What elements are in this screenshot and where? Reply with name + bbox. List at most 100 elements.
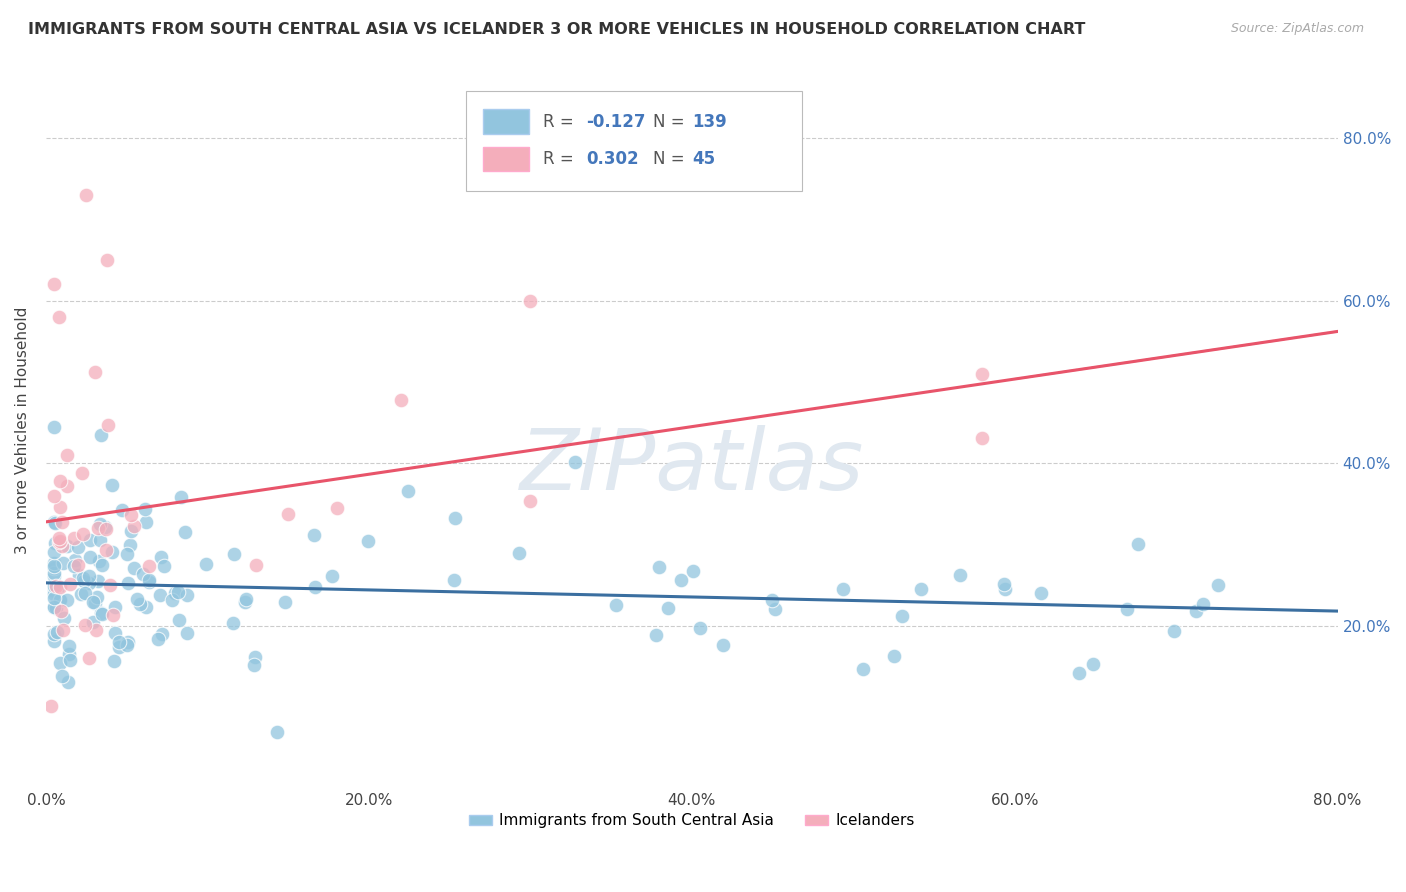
Point [72, 571, 94, 585]
Point [138, 575, 160, 590]
Point [52, 556, 75, 570]
Point [49, 593, 72, 607]
Point [1206, 578, 1229, 592]
Text: IMMIGRANTS FROM SOUTH CENTRAL ASIA VS ICELANDER 3 OR MORE VEHICLES IN HOUSEHOLD : IMMIGRANTS FROM SOUTH CENTRAL ASIA VS IC… [28, 22, 1085, 37]
Point [42, 599, 65, 614]
Point [79, 550, 101, 565]
Point [98, 577, 121, 591]
Point [167, 585, 190, 599]
Point [42, 277, 65, 292]
Point [58, 576, 80, 591]
Point [118, 538, 141, 552]
Point [149, 588, 172, 602]
Point [42, 566, 65, 581]
Point [84, 623, 107, 637]
Point [994, 582, 1017, 596]
Point [444, 511, 467, 525]
Point [134, 502, 156, 516]
Point [443, 574, 465, 588]
Point [86, 590, 108, 604]
Point [644, 628, 666, 642]
Point [222, 547, 245, 561]
Point [170, 491, 193, 505]
Point [90, 606, 112, 620]
Point [55, 592, 77, 607]
Point [162, 593, 184, 607]
Text: R =: R = [543, 150, 579, 168]
Point [46, 624, 69, 639]
Point [89, 516, 111, 531]
Point [52, 623, 75, 637]
Point [55, 479, 77, 493]
Point [761, 592, 783, 607]
Point [100, 545, 122, 559]
Point [42, 599, 65, 614]
Text: N =: N = [652, 112, 690, 130]
Point [167, 613, 190, 627]
Point [82, 615, 104, 629]
Point [45, 582, 67, 596]
Point [101, 477, 124, 491]
Point [53, 611, 76, 625]
Point [1126, 537, 1149, 551]
Point [657, 601, 679, 615]
Point [1029, 586, 1052, 600]
Point [245, 558, 267, 572]
Point [77, 576, 100, 591]
Point [56, 539, 79, 553]
Point [266, 724, 288, 739]
Point [357, 534, 380, 549]
Point [73, 574, 96, 588]
Point [176, 588, 198, 602]
Point [44, 489, 66, 503]
Point [647, 560, 669, 574]
Point [222, 615, 245, 630]
Point [852, 662, 875, 676]
Point [94, 543, 117, 558]
Point [150, 626, 173, 640]
Point [97, 418, 120, 433]
FancyBboxPatch shape [482, 110, 529, 134]
Point [44, 579, 66, 593]
Point [86, 521, 108, 535]
Point [82, 595, 104, 609]
Point [1185, 604, 1208, 618]
Point [176, 626, 198, 640]
Point [993, 576, 1015, 591]
Point [77, 569, 100, 583]
Point [63, 553, 86, 567]
Point [564, 455, 586, 469]
Point [56, 448, 79, 462]
Point [115, 547, 138, 561]
Point [122, 561, 145, 575]
Point [1163, 624, 1185, 639]
Point [42, 560, 65, 574]
Point [49, 604, 72, 618]
Point [138, 559, 160, 574]
Point [304, 580, 326, 594]
Point [243, 650, 266, 665]
Point [146, 632, 169, 646]
Point [321, 569, 343, 583]
Point [79, 533, 101, 547]
Point [51, 515, 73, 529]
Point [83, 596, 105, 610]
Point [44, 516, 66, 531]
Point [135, 516, 157, 530]
Point [48, 580, 70, 594]
Point [94, 522, 117, 536]
Point [195, 557, 218, 571]
Point [152, 559, 174, 574]
Point [243, 657, 266, 672]
Point [832, 582, 855, 596]
Point [51, 539, 73, 553]
Point [120, 524, 142, 539]
Text: 0.302: 0.302 [586, 150, 638, 168]
Point [70, 587, 93, 601]
Point [508, 546, 530, 560]
Point [58, 675, 80, 690]
Point [58, 648, 80, 662]
Point [42, 559, 65, 574]
Point [101, 608, 124, 623]
Point [45, 601, 67, 615]
